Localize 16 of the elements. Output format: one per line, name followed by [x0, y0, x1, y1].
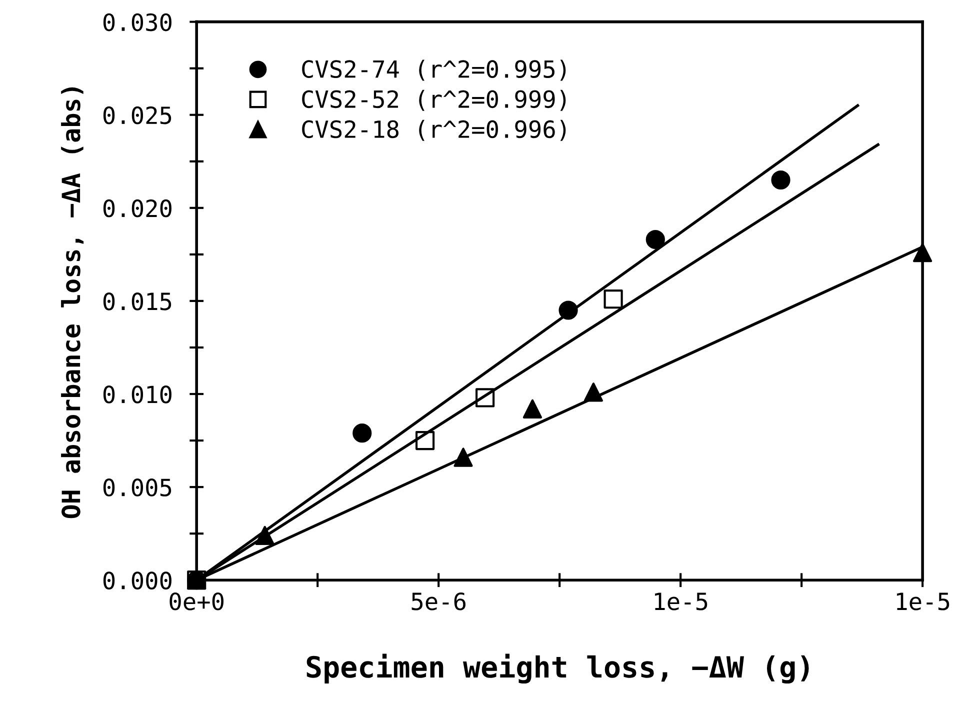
- legend-label: CVS2-74 (r^2=0.995): [302, 60, 566, 81]
- y-tick-label: 0.015: [103, 292, 172, 310]
- x-tick-label: 0e+0: [170, 592, 224, 610]
- y-tick-label: 0.025: [103, 106, 172, 124]
- legend-label: CVS2-52 (r^2=0.999): [302, 90, 566, 111]
- y-tick-label: 0.005: [103, 478, 172, 496]
- x-tick-label: 1e-5: [896, 592, 950, 610]
- y-tick-label: 0.030: [103, 13, 172, 32]
- x-axis-title: Specimen weight loss, −ΔW (g): [306, 654, 809, 684]
- y-tick-label: 0.020: [103, 199, 172, 218]
- y-axis-title: OH absorbance loss, −ΔA (abs): [61, 87, 84, 518]
- y-tick-label: 0.010: [103, 386, 172, 404]
- x-tick-label: 1e-5: [654, 592, 708, 610]
- legend-label: CVS2-18 (r^2=0.996): [302, 120, 566, 141]
- y-tick-label: 0.000: [103, 572, 172, 590]
- x-tick-label: 5e-6: [412, 592, 466, 610]
